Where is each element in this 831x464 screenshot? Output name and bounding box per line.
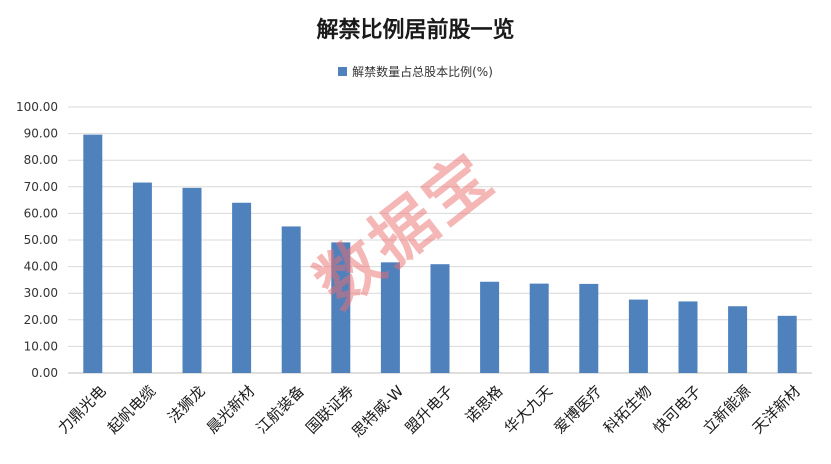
y-tick-label: 60.00 (24, 206, 58, 220)
x-tick-label: 爱博医疗 (550, 382, 605, 437)
x-tick-label: 法狮龙 (164, 382, 209, 427)
bar (480, 281, 500, 373)
y-tick-label: 100.00 (16, 100, 58, 114)
x-tick-label: 晨光新材 (203, 382, 258, 437)
x-tick-label: 思特威-W (348, 382, 407, 441)
x-tick-label: 立新能源 (699, 382, 754, 437)
x-tick-label: 华大九天 (501, 382, 556, 437)
y-tick-label: 40.00 (24, 260, 58, 274)
bar (380, 262, 400, 373)
legend-label: 解禁数量占总股本比例(%) (352, 65, 493, 79)
y-tick-label: 50.00 (24, 233, 58, 247)
y-tick-label: 80.00 (24, 153, 58, 167)
x-tick-label: 盟升电子 (402, 382, 457, 437)
x-tick-label: 快可电子 (650, 382, 705, 437)
bar (430, 264, 450, 373)
bar (331, 242, 351, 373)
y-tick-label: 30.00 (24, 286, 58, 300)
y-tick-label: 0.00 (31, 366, 58, 380)
bar (728, 306, 748, 373)
bar (777, 315, 797, 373)
x-tick-label: 江航装备 (253, 382, 308, 437)
bar (628, 299, 648, 373)
bar (132, 182, 152, 373)
x-tick-label: 天洋新材 (749, 382, 804, 437)
chart-legend: 解禁数量占总股本比例(%) (0, 63, 831, 80)
bar (83, 134, 103, 373)
bar (579, 283, 599, 373)
y-tick-label: 70.00 (24, 180, 58, 194)
bar (678, 301, 698, 373)
bar (281, 226, 301, 373)
x-tick-label: 力鼎光电 (54, 382, 109, 437)
bar (529, 283, 549, 373)
chart-title: 解禁比例居前股一览 (316, 17, 515, 43)
x-tick-label: 诺思格 (462, 382, 507, 427)
bar (182, 187, 202, 373)
legend-swatch (338, 67, 348, 76)
y-tick-label: 20.00 (24, 313, 58, 327)
x-tick-label: 科拓生物 (600, 382, 655, 437)
x-tick-label: 起帆电缆 (104, 382, 159, 437)
y-tick-label: 10.00 (24, 339, 58, 353)
bar (232, 202, 252, 373)
y-tick-label: 90.00 (24, 127, 58, 141)
